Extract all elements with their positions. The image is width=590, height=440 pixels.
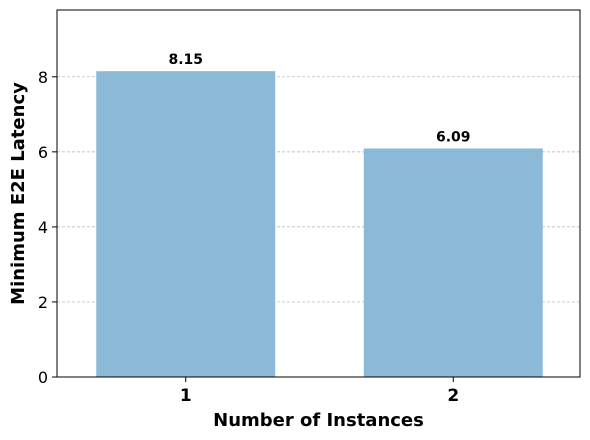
data-label: 8.15 [168,52,203,68]
y-axis-label: Minimum E2E Latency [8,82,29,305]
bars [96,71,543,378]
data-labels: 8.15 6.09 [168,52,470,145]
data-label: 6.09 [436,129,471,145]
y-tick-label: 2 [38,293,48,312]
y-tick-label: 0 [38,368,48,387]
x-tick-label: 2 [447,386,459,406]
bar-1 [96,71,276,378]
plot-area-frame [56,9,581,378]
y-tick-label: 6 [38,143,48,162]
y-tick-label: 4 [38,218,48,237]
x-axis-label: Number of Instances [213,410,424,431]
y-tick-label: 8 [38,68,48,87]
bar-2 [363,148,543,377]
x-tick-label: 1 [180,386,192,406]
y-axis-ticks: 0 2 4 6 8 [38,68,57,387]
